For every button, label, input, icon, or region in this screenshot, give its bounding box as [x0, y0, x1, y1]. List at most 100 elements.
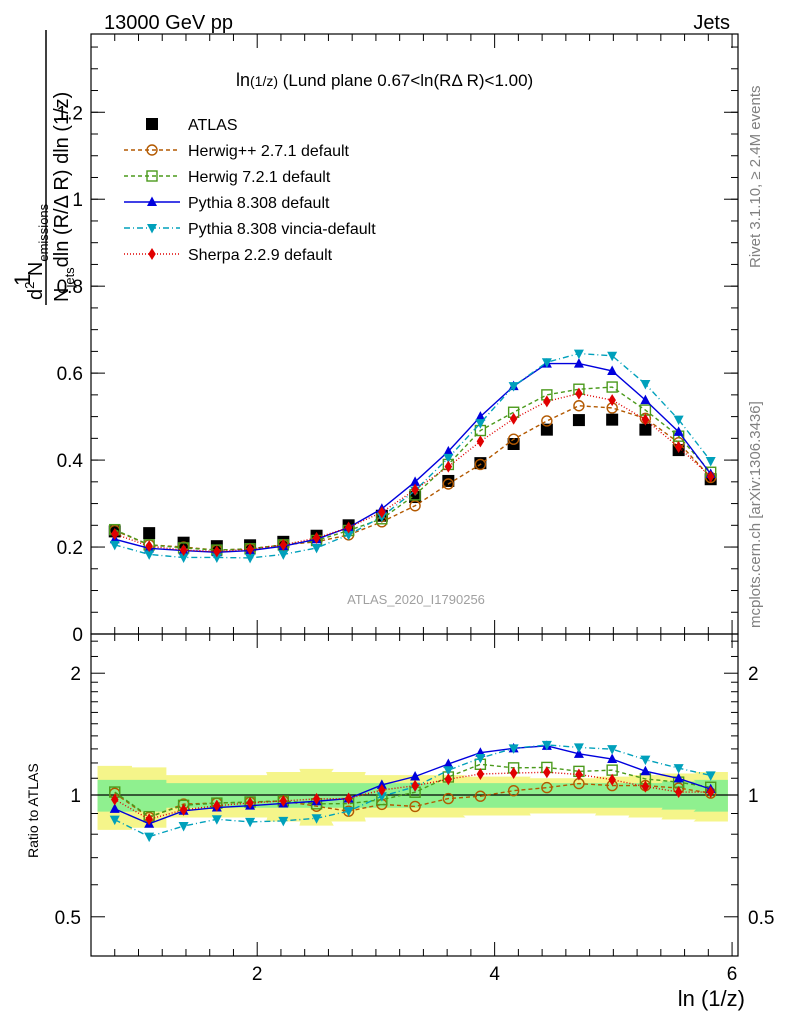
ratio-data-point: [673, 772, 684, 783]
main-data-point: [475, 411, 486, 421]
main-data-point: [245, 553, 256, 564]
main-data-point: [639, 423, 652, 436]
legend-marker: [147, 224, 157, 234]
ratio-data-point: [178, 822, 189, 832]
ratio-data-point: [705, 771, 716, 781]
legend-item: Pythia 8.308 default: [124, 195, 330, 212]
legend-label: Herwig 7.2.1 default: [188, 169, 331, 186]
main-data-point: [606, 381, 618, 393]
main-data-point: [411, 483, 419, 496]
main-data-point: [509, 412, 518, 425]
legend-label: Sherpa 2.2.9 default: [188, 247, 333, 264]
main-data-point: [640, 380, 651, 390]
ratio-panel: 2 4 6 0.5 0.5 1 1 2 2: [55, 633, 774, 985]
ratio-data-point: [640, 755, 651, 766]
ratio-data-point: [245, 817, 256, 828]
ratio-data-point: [673, 764, 684, 774]
ratio-data-point: [144, 832, 155, 843]
main-data-point: [279, 538, 288, 551]
main-data-point: [179, 544, 188, 557]
main-data-point: [606, 413, 619, 426]
main-data-point: [507, 433, 520, 445]
main-y-tick-label: 0.4: [57, 451, 84, 472]
main-data-point: [541, 415, 553, 427]
ratio-data-point: [608, 773, 616, 786]
main-plot-title: ln(1/z) (Lund plane 0.67<ln(RΔ R)<1.00): [236, 70, 533, 90]
ratio-y-axis-label: Ratio to ATLAS: [25, 763, 41, 858]
main-data-point: [706, 470, 715, 483]
ratio-data-point: [474, 790, 487, 802]
title-subscript: (1/z): [250, 73, 278, 89]
ratio-y-tick-label: 1: [70, 786, 81, 807]
main-data-point: [211, 553, 222, 563]
ratio-data-point: [442, 792, 455, 805]
ratio-data-point: [543, 766, 551, 779]
ratio-data-point: [145, 813, 153, 826]
main-data-point: [607, 351, 618, 362]
ratio-data-point: [476, 767, 485, 780]
ratio-data-point: [213, 799, 221, 812]
ratio-data-point: [312, 792, 321, 805]
main-y-tick-label: 0.6: [57, 364, 83, 385]
ratio-data-point: [279, 794, 288, 807]
main-series-3: [109, 358, 716, 557]
ratio-data-point: [640, 765, 651, 776]
main-data-point: [540, 423, 553, 436]
main-data-point: [608, 394, 616, 407]
ratio-data-point: [607, 745, 618, 755]
main-data-point: [575, 387, 583, 400]
ratio-data-point: [410, 771, 421, 781]
legend-item: ATLAS: [146, 117, 238, 134]
main-data-point: [474, 458, 487, 471]
ratio-data-point: [508, 744, 519, 754]
main-data-point: [443, 445, 454, 456]
ratio-data-point: [411, 779, 419, 792]
main-data-point: [246, 543, 254, 556]
main-data-point: [410, 476, 421, 486]
main-data-point: [109, 540, 120, 551]
header-right-label: Jets: [693, 12, 730, 34]
ratio-y-tick-label: 2: [70, 664, 81, 685]
main-data-point: [344, 521, 353, 534]
ratio-data-point: [109, 803, 120, 813]
ratio-data-point: [246, 796, 254, 809]
header-left-label: 13000 GeV pp: [104, 12, 233, 34]
legend-marker: [146, 144, 158, 156]
main-data-point: [573, 358, 584, 368]
legend: ATLAS Herwig++ 2.7.1 default Herwig 7.2.1 …: [124, 117, 376, 264]
ratio-x-tick-label: 6: [727, 964, 738, 985]
main-data-point: [508, 382, 519, 392]
ratio-data-point: [641, 780, 650, 793]
main-data-point: [444, 460, 453, 473]
main-data-point: [475, 419, 486, 429]
main-data-point: [378, 506, 386, 519]
title-main: ln: [236, 70, 250, 90]
main-data-point: [572, 414, 585, 427]
ratio-data-point: [109, 815, 120, 826]
main-data-point: [442, 478, 455, 490]
ratio-data-point: [541, 740, 552, 751]
ratio-data-point: [179, 803, 188, 816]
legend-marker: [148, 248, 156, 260]
main-data-point: [443, 453, 454, 464]
legend-marker: [146, 118, 158, 130]
mcplots-reference-label: mcplots.cern.ch [arXiv:1306.3436]: [747, 401, 764, 628]
main-data-point: [543, 395, 551, 408]
ratio-data-point: [443, 758, 454, 768]
ratio-data-point: [443, 766, 454, 776]
legend-item: Herwig 7.2.1 default: [124, 169, 331, 186]
ratio-data-point: [311, 814, 322, 824]
main-series-2: [109, 381, 717, 556]
main-data-point: [278, 550, 289, 560]
main-data-point: [476, 435, 485, 448]
main-data-point: [311, 543, 322, 554]
ratio-data-point: [343, 807, 354, 817]
legend-label: Pythia 8.308 default: [188, 195, 330, 212]
title-rest: (Lund plane 0.67<ln(RΔ R)<1.00): [278, 71, 533, 90]
ratio-data-point: [674, 786, 683, 799]
main-series-5: [110, 387, 715, 558]
legend-item: Herwig++ 2.7.1 default: [124, 143, 350, 160]
ratio-data-point: [475, 754, 486, 764]
main-data-point: [541, 358, 552, 368]
ratio-data-point: [444, 773, 453, 786]
